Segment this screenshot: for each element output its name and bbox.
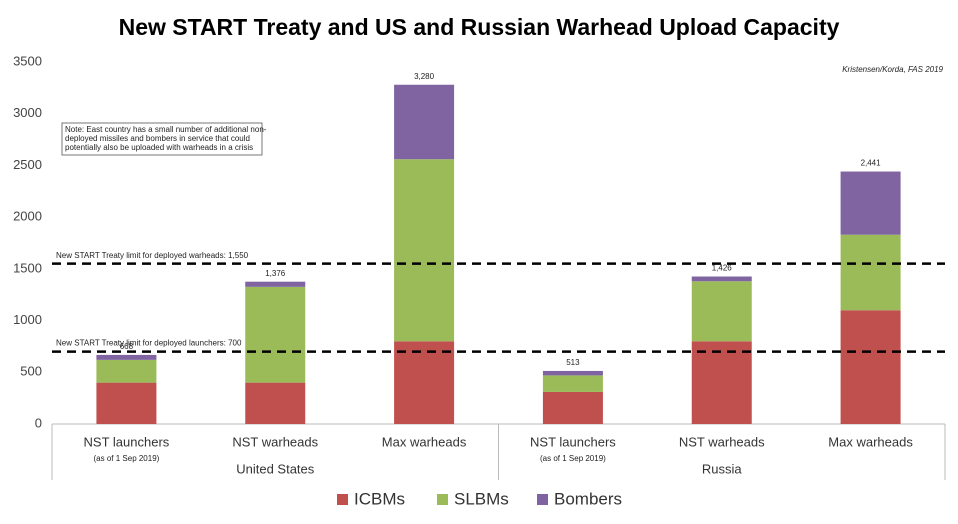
x-tick-label: Max warheads [828,434,913,449]
x-tick-label: NST launchers [84,434,170,449]
total-label: 2,441 [861,159,882,168]
x-tick-label: NST warheads [679,434,765,449]
bar-segment [394,159,455,342]
bar-segment [840,171,901,235]
y-tick-label: 3500 [13,53,42,68]
bar-segment [691,281,752,342]
bar-segment [840,234,901,311]
total-label: 1,376 [265,269,286,278]
bar-segment [96,354,157,360]
reference-label: New START Treaty limit for deployed laun… [56,339,242,348]
x-tick-label: NST warheads [232,434,318,449]
x-tick-note: (as of 1 Sep 2019) [540,454,606,463]
group-label: United States [236,461,315,476]
bar-segment [96,359,157,383]
legend-swatch [537,494,548,505]
bar-segment [542,370,603,376]
y-tick-label: 0 [35,415,42,430]
bar-segment [691,276,752,282]
bar-segment [245,286,306,383]
bar-segment [542,375,603,392]
legend-label: SLBMs [454,489,509,508]
y-tick-label: 3000 [13,105,42,120]
note-box [61,122,263,156]
group-label: Russia [702,461,743,476]
bar-segment [394,84,455,160]
x-tick-note: (as of 1 Sep 2019) [94,454,160,463]
total-label: 513 [566,358,580,367]
legend-label: Bombers [554,489,622,508]
note-line: potentially also be uploaded with warhea… [65,143,253,152]
reference-label: New START Treaty limit for deployed warh… [56,251,249,260]
total-label: 3,280 [414,72,435,81]
y-tick-label: 2500 [13,157,42,172]
source: Kristensen/Korda, FAS 2019 [842,65,943,74]
bar-segment [245,281,306,287]
y-tick-label: 1000 [13,312,42,327]
bar-segment [691,341,752,424]
y-tick-label: 1500 [13,260,42,275]
x-tick-label: Max warheads [382,434,467,449]
note-line: Note: East country has a small number of… [65,125,267,134]
total-label: 668 [120,342,134,351]
bar-segment [245,382,306,424]
bar-segment [394,341,455,424]
note-line: deployed missiles and bombers in service… [65,134,250,143]
bar-segment [840,310,901,424]
legend-swatch [337,494,348,505]
bar-segment [96,382,157,424]
y-tick-label: 2000 [13,209,42,224]
x-tick-label: NST launchers [530,434,616,449]
total-label: 1,426 [712,264,733,273]
legend-swatch [437,494,448,505]
legend-label: ICBMs [354,489,405,508]
bar-segment [542,391,603,424]
y-tick-label: 500 [20,364,42,379]
chart-title: New START Treaty and US and Russian Warh… [119,14,840,40]
